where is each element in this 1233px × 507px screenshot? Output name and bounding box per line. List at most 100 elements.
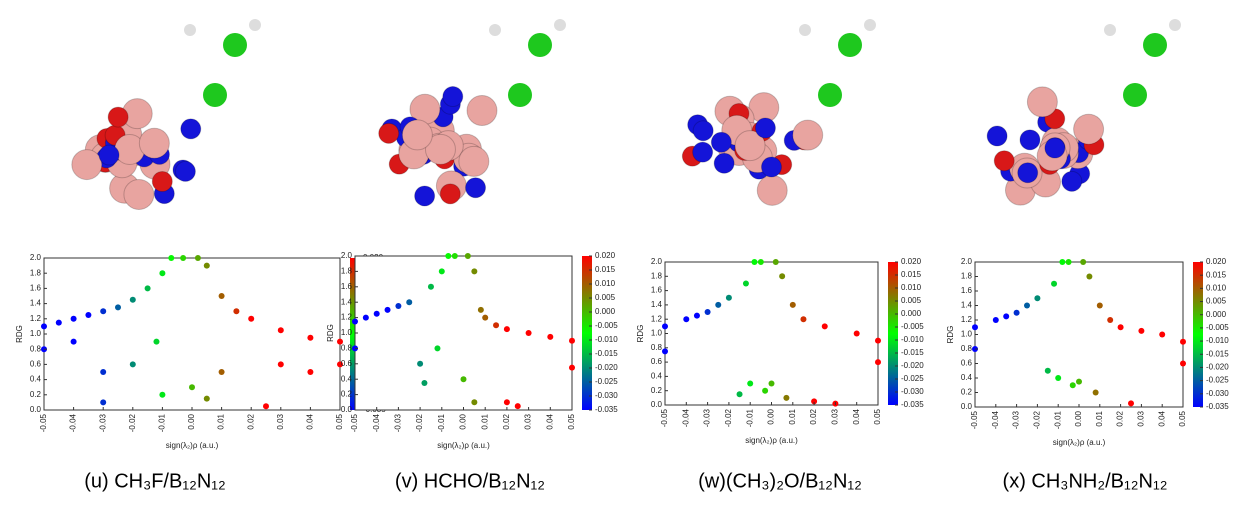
atom <box>710 131 732 153</box>
x-tick-label: -0.05 <box>970 410 979 429</box>
y-tick-label: 1.4 <box>30 299 42 308</box>
point <box>477 306 484 313</box>
point <box>1024 302 1030 309</box>
x-tick-label: -0.04 <box>991 410 1000 429</box>
atom <box>123 178 155 210</box>
x-tick-label: -0.02 <box>724 408 733 427</box>
y-axis-label: RDG <box>326 324 335 342</box>
point <box>362 314 369 321</box>
point <box>1003 313 1010 320</box>
point <box>395 303 402 310</box>
atom <box>174 160 196 182</box>
y-tick-label: 0.4 <box>341 374 353 383</box>
colorbar-label: -0.030 <box>901 387 924 396</box>
point <box>180 255 187 261</box>
point <box>757 259 764 265</box>
point <box>1044 367 1051 374</box>
point <box>1159 331 1166 338</box>
point <box>493 322 500 329</box>
atom <box>508 83 532 107</box>
caption: (u) CH₃F/B₁₂N₁₂ <box>84 470 226 492</box>
y-tick-label: 0.6 <box>961 359 973 368</box>
y-tick-label: 1.8 <box>651 271 663 280</box>
point <box>233 308 240 315</box>
x-tick-label: 0.00 <box>459 413 468 429</box>
point <box>194 255 201 261</box>
colorbar-label: 0.000 <box>595 307 616 316</box>
x-axis-label: sign(λ₂)ρ (a.u.) <box>745 436 798 445</box>
x-tick-label: -0.02 <box>415 413 424 432</box>
molecule-image <box>681 19 876 206</box>
x-tick-label: 0.02 <box>1116 410 1125 426</box>
atom <box>1104 24 1116 36</box>
atom <box>378 122 400 144</box>
atom <box>734 130 766 162</box>
atom <box>439 183 461 205</box>
y-tick-label: 0.0 <box>651 400 663 409</box>
x-tick-label: -0.02 <box>1033 410 1042 429</box>
atom <box>1123 83 1147 107</box>
plot-frame <box>354 255 573 411</box>
point <box>153 338 160 345</box>
colorbar-label: 0.020 <box>595 251 616 260</box>
y-tick-label: 0.6 <box>341 359 353 368</box>
y-tick-label: 0.2 <box>30 390 42 399</box>
y-tick-label: 2.0 <box>341 251 353 260</box>
colorbar-label: -0.020 <box>1206 363 1229 372</box>
point <box>747 380 754 387</box>
atom <box>138 127 170 159</box>
atom <box>466 95 498 127</box>
atom <box>465 177 487 199</box>
colorbar-label: 0.005 <box>595 293 616 302</box>
plot-frame <box>974 261 1184 408</box>
point <box>482 314 489 321</box>
point <box>768 380 775 387</box>
colorbar-label: -0.010 <box>595 335 618 344</box>
x-tick-label: -0.03 <box>703 408 712 427</box>
colorbar-label: 0.020 <box>901 257 922 266</box>
point <box>1080 259 1087 265</box>
point <box>451 253 458 259</box>
point <box>1180 338 1186 345</box>
x-tick-label: 0.01 <box>480 413 489 429</box>
point <box>1086 273 1093 280</box>
atom <box>799 24 811 36</box>
point <box>218 293 225 299</box>
x-tick-label: 0.03 <box>524 413 533 429</box>
point <box>972 324 978 331</box>
point <box>503 326 510 333</box>
atom <box>180 118 202 140</box>
point <box>1096 302 1103 309</box>
colorbar <box>582 256 592 410</box>
y-tick-label: 0.0 <box>961 402 973 411</box>
x-tick-label: 0.00 <box>767 408 776 424</box>
y-tick-label: 0.8 <box>341 344 353 353</box>
colorbar-label: -0.015 <box>901 348 924 357</box>
x-axis-label: sign(λ₂)ρ (a.u.) <box>437 441 490 450</box>
point <box>1034 295 1041 302</box>
x-tick-label: -0.01 <box>437 413 446 432</box>
y-tick-label: 1.4 <box>961 301 973 310</box>
atom <box>986 125 1008 147</box>
colorbar-label: -0.010 <box>901 335 924 344</box>
point <box>277 361 284 368</box>
point <box>1051 280 1058 287</box>
point <box>471 399 478 406</box>
colorbar-label: -0.005 <box>901 322 924 331</box>
y-tick-label: 1.8 <box>341 267 353 276</box>
point <box>438 268 445 275</box>
point <box>662 348 668 355</box>
point <box>1138 327 1145 334</box>
y-tick-label: 0.6 <box>651 357 663 366</box>
x-tick-label: -0.05 <box>660 408 669 427</box>
y-tick-label: 1.0 <box>30 329 42 338</box>
atom <box>756 174 788 206</box>
atom <box>151 170 173 192</box>
x-tick-label: 0.03 <box>831 408 840 424</box>
y-tick-label: 1.4 <box>341 297 353 306</box>
point <box>189 384 195 391</box>
x-tick-label: 0.04 <box>306 413 315 429</box>
x-tick-label: 0.02 <box>502 413 511 429</box>
x-tick-label: 0.02 <box>809 408 818 424</box>
y-tick-label: 0.2 <box>651 386 663 395</box>
